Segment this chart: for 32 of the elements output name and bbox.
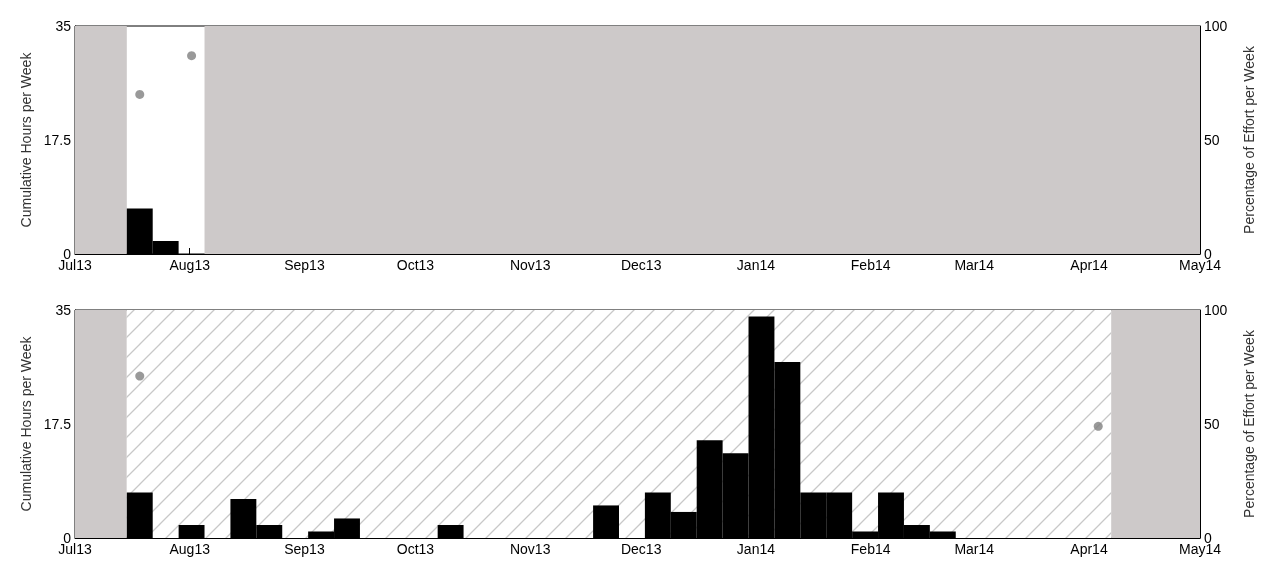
x-tick-label: Mar14 [954,257,995,273]
y2-tick-label: 50 [1204,132,1220,148]
y-tick-label: 17.5 [43,132,72,148]
y2-axis-title: Percentage of Effort per Week [1241,45,1257,234]
y2-axis-title: Percentage of Effort per Week [1241,329,1257,518]
y-tick-label: 35 [55,302,72,318]
x-tick-label: Dec13 [620,541,662,557]
y2-tick-label: 50 [1204,416,1220,432]
x-tick-label: Oct13 [396,257,435,273]
x-tick-label: Jan14 [736,541,776,557]
y2-tick-label: 0 [1204,246,1212,262]
x-tick-label: Aug13 [169,257,211,273]
x-tick-label: Feb14 [850,257,891,273]
x-tick-label: Jan14 [736,257,776,273]
y2-tick-label: 0 [1204,530,1212,546]
x-tick-label: Apr14 [1070,541,1108,557]
x-tick-label: Sep13 [284,257,325,273]
y-tick-label: 17.5 [43,416,72,432]
y-axis-title: Cumulative Hours per Week [17,335,34,512]
y2-tick-label: 100 [1204,18,1228,34]
x-tick-label: Dec13 [620,257,662,273]
x-tick-label: Apr14 [1070,257,1108,273]
x-tick-label: Mar14 [954,541,995,557]
y-tick-label: 35 [55,18,72,34]
x-tick-label: Nov13 [509,541,551,557]
x-tick-label: Sep13 [284,541,325,557]
y-axis-title: Cumulative Hours per Week [17,51,34,228]
y2-tick-label: 100 [1204,302,1228,318]
x-tick-label: Feb14 [850,541,891,557]
x-tick-label: Oct13 [396,541,435,557]
x-tick-label: Nov13 [509,257,551,273]
x-tick-label: Aug13 [169,541,211,557]
